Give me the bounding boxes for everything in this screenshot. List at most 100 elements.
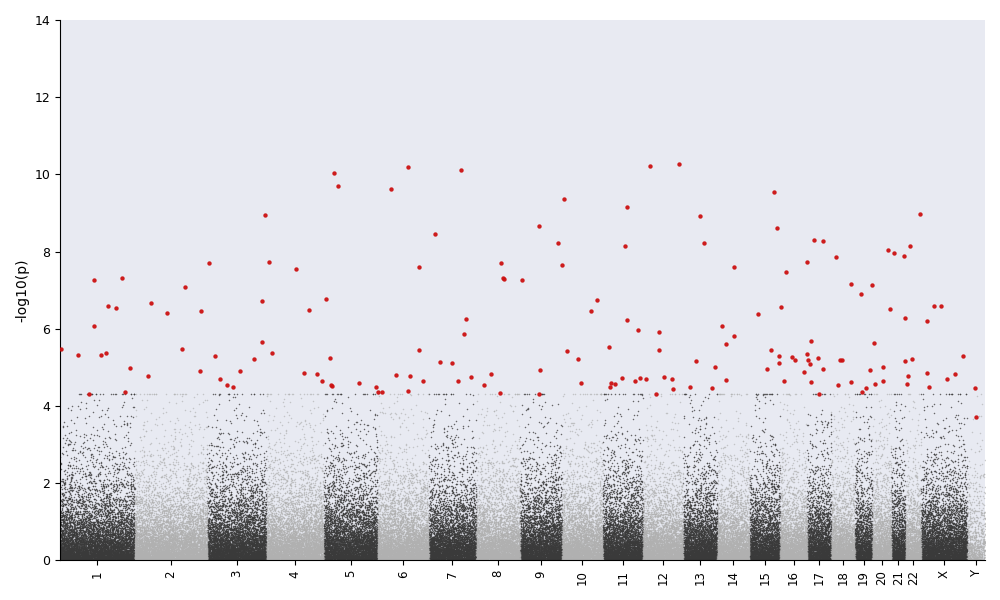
Point bbox=[425, 454, 441, 464]
Point bbox=[509, 538, 525, 548]
Point bbox=[148, 529, 164, 538]
Point bbox=[598, 542, 614, 551]
Point bbox=[816, 520, 832, 529]
Point bbox=[117, 555, 133, 565]
Point bbox=[793, 517, 809, 527]
Point bbox=[382, 553, 398, 562]
Point bbox=[91, 555, 107, 565]
Point bbox=[682, 546, 698, 556]
Point bbox=[812, 521, 828, 531]
Point bbox=[330, 548, 346, 558]
Point bbox=[279, 547, 295, 557]
Point bbox=[577, 545, 593, 554]
Point bbox=[332, 513, 348, 523]
Point bbox=[507, 551, 523, 560]
Point bbox=[73, 544, 89, 553]
Point bbox=[164, 554, 180, 563]
Point bbox=[259, 526, 275, 536]
Point bbox=[799, 553, 815, 562]
Point bbox=[276, 503, 292, 512]
Point bbox=[909, 504, 925, 514]
Point bbox=[631, 545, 647, 555]
Point bbox=[740, 451, 756, 461]
Point bbox=[364, 542, 380, 552]
Point bbox=[561, 550, 577, 559]
Point bbox=[202, 510, 218, 520]
Point bbox=[372, 532, 388, 541]
Point bbox=[225, 550, 241, 559]
Point bbox=[836, 555, 852, 565]
Point bbox=[109, 550, 125, 560]
Point bbox=[691, 515, 707, 525]
Point bbox=[355, 550, 371, 559]
Point bbox=[963, 549, 979, 559]
Point bbox=[878, 515, 894, 525]
Point bbox=[380, 545, 396, 554]
Point bbox=[397, 538, 413, 548]
Point bbox=[912, 551, 928, 561]
Point bbox=[697, 483, 713, 493]
Point bbox=[63, 547, 79, 557]
Point bbox=[112, 511, 128, 521]
Point bbox=[632, 512, 648, 521]
Point bbox=[149, 526, 165, 536]
Point bbox=[429, 533, 445, 542]
Point bbox=[517, 554, 533, 563]
Point bbox=[757, 500, 773, 510]
Point bbox=[691, 539, 707, 548]
Point bbox=[741, 544, 757, 554]
Point bbox=[476, 515, 492, 525]
Point bbox=[293, 541, 309, 551]
Point bbox=[541, 515, 557, 524]
Point bbox=[972, 537, 988, 547]
Point bbox=[645, 552, 661, 562]
Point bbox=[805, 483, 821, 493]
Point bbox=[613, 526, 629, 535]
Point bbox=[536, 517, 552, 527]
Point bbox=[482, 537, 498, 547]
Point bbox=[719, 549, 735, 559]
Point bbox=[602, 548, 618, 557]
Point bbox=[288, 540, 304, 550]
Point bbox=[654, 551, 670, 560]
Point bbox=[281, 526, 297, 536]
Point bbox=[291, 530, 307, 539]
Point bbox=[490, 541, 506, 551]
Point bbox=[424, 544, 440, 553]
Point bbox=[953, 398, 969, 408]
Point bbox=[56, 549, 72, 559]
Point bbox=[347, 553, 363, 562]
Point bbox=[267, 552, 283, 562]
Point bbox=[122, 548, 138, 557]
Point bbox=[254, 535, 270, 544]
Point bbox=[545, 517, 561, 527]
Point bbox=[595, 544, 611, 554]
Point bbox=[585, 545, 601, 554]
Point bbox=[387, 488, 403, 497]
Point bbox=[852, 551, 868, 561]
Point bbox=[670, 545, 686, 554]
Point bbox=[511, 548, 527, 558]
Point bbox=[332, 534, 348, 544]
Point bbox=[830, 538, 846, 547]
Point bbox=[499, 502, 515, 512]
Point bbox=[347, 552, 363, 562]
Point bbox=[249, 530, 265, 539]
Point bbox=[851, 554, 867, 563]
Point bbox=[99, 510, 115, 520]
Point bbox=[601, 518, 617, 528]
Point bbox=[907, 551, 923, 560]
Point bbox=[917, 553, 933, 562]
Point bbox=[149, 520, 165, 529]
Point bbox=[254, 551, 270, 561]
Point bbox=[649, 545, 665, 555]
Point bbox=[852, 512, 868, 522]
Point bbox=[906, 543, 922, 553]
Point bbox=[105, 538, 121, 548]
Point bbox=[212, 546, 228, 556]
Point bbox=[569, 513, 585, 523]
Point bbox=[628, 534, 644, 544]
Point bbox=[769, 530, 785, 539]
Point bbox=[150, 532, 166, 542]
Point bbox=[343, 506, 359, 516]
